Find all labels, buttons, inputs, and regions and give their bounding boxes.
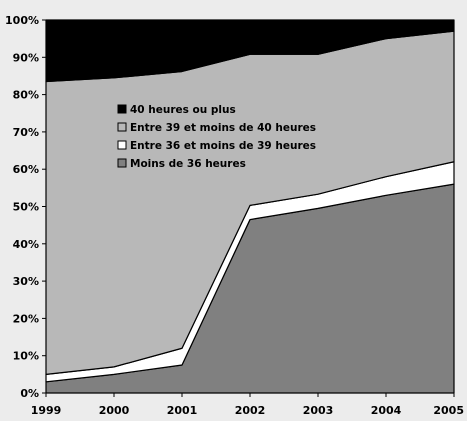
- y-tick-label: 40%: [13, 238, 39, 251]
- legend-swatch-entre-39-et-moins-de-40-heures: [117, 122, 127, 132]
- legend-swatch-moins-de-36-heures: [117, 158, 127, 168]
- y-tick-label: 0%: [20, 387, 39, 400]
- y-tick-label: 80%: [13, 89, 39, 102]
- y-tick-label: 60%: [13, 163, 39, 176]
- x-tick-label: 2002: [235, 404, 266, 417]
- y-tick-label: 30%: [13, 275, 39, 288]
- legend-swatch-entre-36-et-moins-de-39-heures: [117, 140, 127, 150]
- x-tick-label: 1999: [31, 404, 62, 417]
- legend-label-entre-39-et-moins-de-40-heures: Entre 39 et moins de 40 heures: [130, 122, 316, 134]
- x-tick-label: 2001: [167, 404, 198, 417]
- legend-label-moins-de-36-heures: Moins de 36 heures: [130, 158, 246, 170]
- y-tick-label: 100%: [5, 14, 39, 27]
- y-tick-label: 10%: [13, 350, 39, 363]
- x-tick-label: 2005: [433, 404, 464, 417]
- y-tick-label: 70%: [13, 126, 39, 139]
- axes-group: 0% 10% 20% 30% 40% 50% 60% 70% 80% 90% 100% 1999 200…: [5, 14, 464, 417]
- x-tick-label: 2000: [99, 404, 130, 417]
- area-40-heures-ou-plus: [45, 19, 455, 83]
- legend-label-entre-36-et-moins-de-39-heures: Entre 36 et moins de 39 heures: [130, 140, 316, 152]
- legend-label-40-heures-ou-plus: 40 heures ou plus: [130, 104, 236, 116]
- legend-swatch-40-heures-ou-plus: [117, 104, 127, 114]
- x-tick-label: 2004: [371, 404, 402, 417]
- y-tick-label: 90%: [13, 51, 39, 64]
- legend: 40 heures ou plus Entre 39 et moins de 40…: [108, 99, 318, 179]
- y-tick-label: 20%: [13, 312, 39, 325]
- x-tick-label: 2003: [303, 404, 334, 417]
- legend-box: [108, 99, 318, 179]
- area-series-group: [45, 19, 455, 394]
- y-tick-label: 50%: [13, 201, 39, 214]
